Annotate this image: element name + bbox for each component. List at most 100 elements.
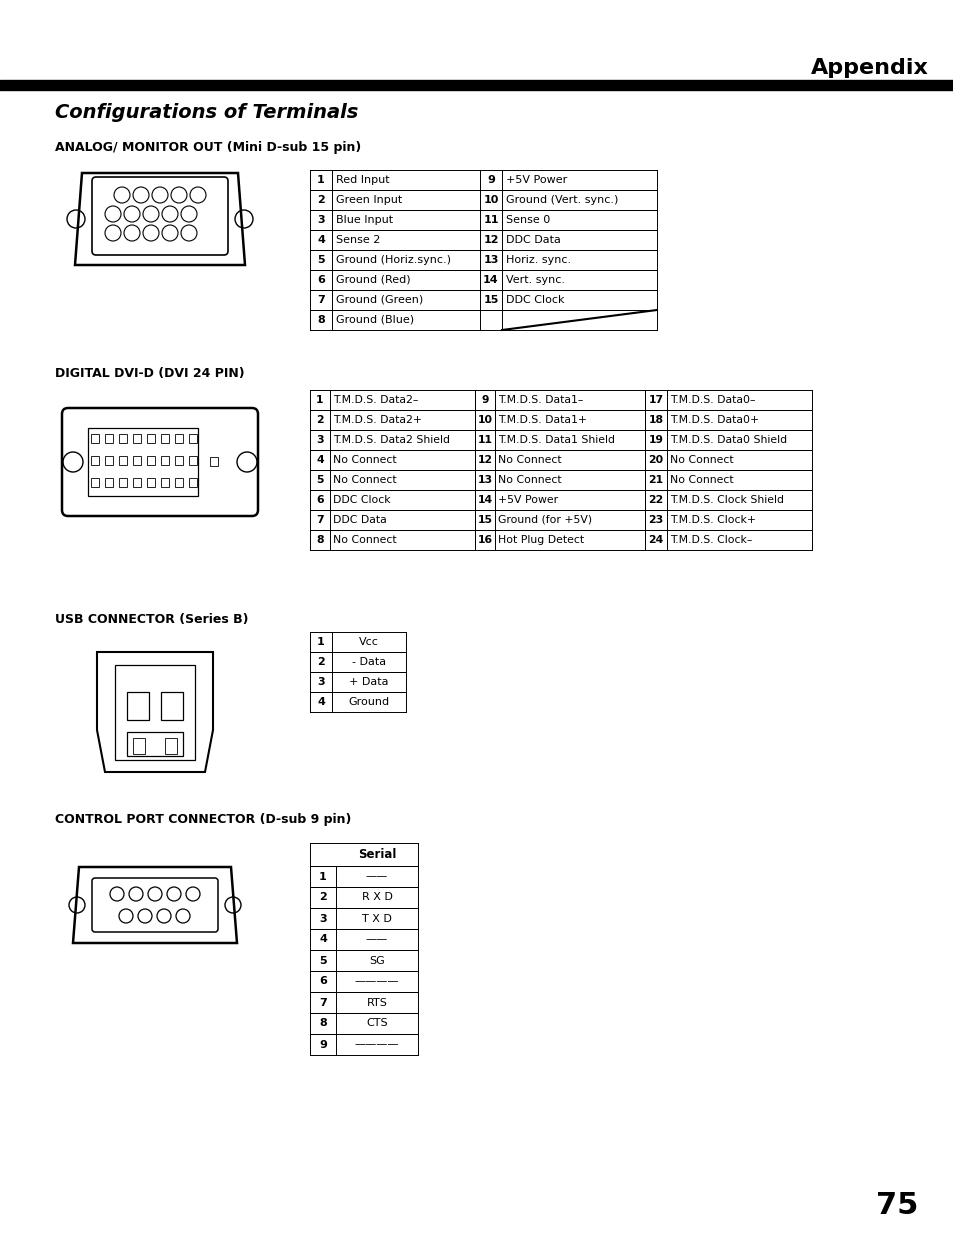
- Text: ————: ————: [355, 1040, 399, 1050]
- Text: Horiz. sync.: Horiz. sync.: [505, 254, 571, 266]
- Text: 4: 4: [315, 454, 323, 466]
- Text: 19: 19: [648, 435, 662, 445]
- Text: 2: 2: [316, 195, 325, 205]
- Text: Appendix: Appendix: [810, 58, 928, 78]
- Text: 8: 8: [319, 1019, 327, 1029]
- Bar: [91, 478, 99, 487]
- Bar: [132, 456, 141, 466]
- Text: 1: 1: [316, 175, 325, 185]
- Text: 6: 6: [316, 275, 325, 285]
- Text: Ground (Vert. sync.): Ground (Vert. sync.): [505, 195, 618, 205]
- Bar: [91, 456, 99, 466]
- Text: 9: 9: [487, 175, 495, 185]
- Text: Ground (Horiz.sync.): Ground (Horiz.sync.): [335, 254, 451, 266]
- Bar: [189, 456, 196, 466]
- Text: + Data: + Data: [349, 677, 388, 687]
- Text: DIGITAL DVI-D (DVI 24 PIN): DIGITAL DVI-D (DVI 24 PIN): [55, 367, 244, 379]
- Text: 11: 11: [483, 215, 498, 225]
- Text: 21: 21: [648, 475, 663, 485]
- Bar: [174, 433, 183, 443]
- Bar: [132, 433, 141, 443]
- Text: 12: 12: [476, 454, 492, 466]
- Text: SG: SG: [369, 956, 384, 966]
- Text: T.M.D.S. Data0+: T.M.D.S. Data0+: [669, 415, 759, 425]
- Text: 13: 13: [483, 254, 498, 266]
- Text: T.M.D.S. Clock+: T.M.D.S. Clock+: [669, 515, 755, 525]
- Text: 9: 9: [318, 1040, 327, 1050]
- Text: 22: 22: [648, 495, 663, 505]
- Bar: [210, 457, 218, 466]
- Text: Vert. sync.: Vert. sync.: [505, 275, 564, 285]
- Bar: [119, 478, 127, 487]
- Text: T.M.D.S. Data0 Shield: T.M.D.S. Data0 Shield: [669, 435, 786, 445]
- Text: T.M.D.S. Data1–: T.M.D.S. Data1–: [497, 395, 583, 405]
- Text: 15: 15: [483, 295, 498, 305]
- Bar: [165, 739, 177, 755]
- Text: 7: 7: [316, 295, 325, 305]
- Bar: [132, 478, 141, 487]
- Text: 14: 14: [482, 275, 498, 285]
- Bar: [115, 664, 194, 760]
- Text: 12: 12: [483, 235, 498, 245]
- Text: 13: 13: [476, 475, 492, 485]
- Bar: [91, 433, 99, 443]
- Text: No Connect: No Connect: [333, 535, 396, 545]
- Text: Configurations of Terminals: Configurations of Terminals: [55, 104, 358, 122]
- Text: 75: 75: [875, 1191, 917, 1219]
- Text: 2: 2: [319, 893, 327, 903]
- Text: Serial: Serial: [357, 848, 395, 861]
- Bar: [105, 433, 112, 443]
- Text: T X D: T X D: [362, 914, 392, 924]
- Text: 2: 2: [316, 657, 325, 667]
- Text: DDC Clock: DDC Clock: [333, 495, 390, 505]
- Text: Green Input: Green Input: [335, 195, 402, 205]
- Text: No Connect: No Connect: [497, 454, 561, 466]
- Text: 3: 3: [319, 914, 327, 924]
- Text: - Data: - Data: [352, 657, 386, 667]
- Text: 1: 1: [315, 395, 323, 405]
- Text: R X D: R X D: [361, 893, 392, 903]
- Text: 16: 16: [476, 535, 492, 545]
- Bar: [132, 739, 145, 755]
- Text: No Connect: No Connect: [669, 454, 733, 466]
- Bar: [127, 732, 183, 756]
- Text: 15: 15: [477, 515, 492, 525]
- Text: No Connect: No Connect: [669, 475, 733, 485]
- Text: 17: 17: [648, 395, 663, 405]
- Text: 8: 8: [315, 535, 323, 545]
- Bar: [127, 692, 149, 720]
- Bar: [119, 433, 127, 443]
- Text: 5: 5: [319, 956, 327, 966]
- Text: T.M.D.S. Clock Shield: T.M.D.S. Clock Shield: [669, 495, 783, 505]
- Bar: [105, 478, 112, 487]
- Text: T.M.D.S. Data2 Shield: T.M.D.S. Data2 Shield: [333, 435, 450, 445]
- Text: 18: 18: [648, 415, 662, 425]
- Text: CONTROL PORT CONNECTOR (D-sub 9 pin): CONTROL PORT CONNECTOR (D-sub 9 pin): [55, 814, 351, 826]
- Bar: [147, 478, 154, 487]
- Text: No Connect: No Connect: [333, 454, 396, 466]
- Bar: [147, 456, 154, 466]
- Bar: [119, 456, 127, 466]
- Text: 4: 4: [316, 697, 325, 706]
- Text: 14: 14: [476, 495, 492, 505]
- Text: T.M.D.S. Data1+: T.M.D.S. Data1+: [497, 415, 586, 425]
- Text: CTS: CTS: [366, 1019, 388, 1029]
- Text: Red Input: Red Input: [335, 175, 389, 185]
- Text: ——: ——: [366, 872, 388, 882]
- Bar: [161, 433, 169, 443]
- Text: T.M.D.S. Data1 Shield: T.M.D.S. Data1 Shield: [497, 435, 615, 445]
- Text: Vcc: Vcc: [358, 637, 378, 647]
- Text: DDC Clock: DDC Clock: [505, 295, 564, 305]
- Text: 20: 20: [648, 454, 663, 466]
- Text: +5V Power: +5V Power: [505, 175, 567, 185]
- Bar: [174, 478, 183, 487]
- Text: Sense 0: Sense 0: [505, 215, 550, 225]
- Bar: [189, 433, 196, 443]
- Text: +5V Power: +5V Power: [497, 495, 558, 505]
- Bar: [161, 478, 169, 487]
- Text: T.M.D.S. Data2–: T.M.D.S. Data2–: [333, 395, 418, 405]
- Text: 7: 7: [319, 998, 327, 1008]
- Bar: [161, 692, 183, 720]
- Bar: [174, 456, 183, 466]
- Text: 3: 3: [316, 215, 324, 225]
